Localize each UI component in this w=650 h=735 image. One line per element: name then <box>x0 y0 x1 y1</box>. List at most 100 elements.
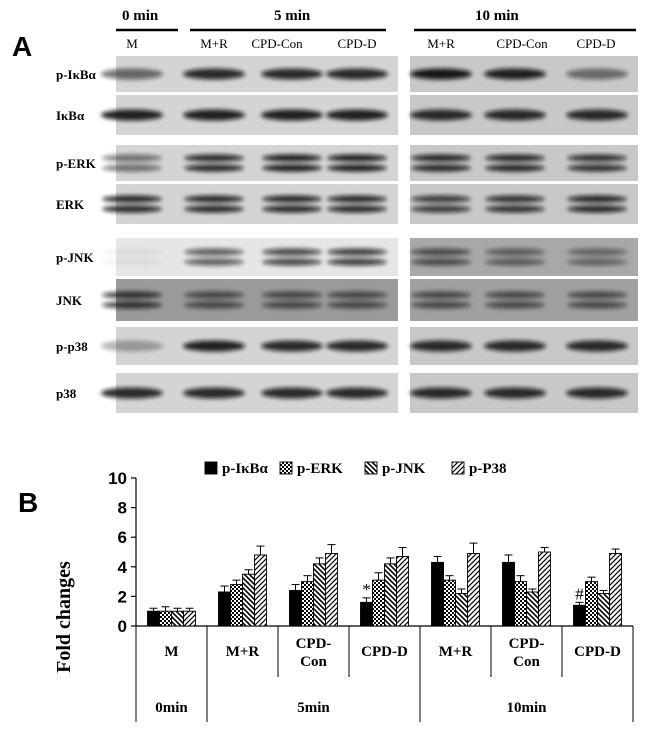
bar <box>360 601 373 627</box>
blot-band <box>327 154 387 162</box>
bar <box>384 563 397 627</box>
y-tick-label: 4 <box>118 558 128 577</box>
western-blots: p-IκBα IκBα p-ERK ERK p-JNK JNK p-p38 p38 <box>56 56 638 413</box>
bar <box>242 573 255 627</box>
blot-membrane <box>410 145 638 181</box>
lane-label: CPD-D <box>337 36 376 51</box>
blot-band <box>262 195 322 203</box>
blot-band <box>327 301 387 309</box>
x-tick-label: CPD-Con <box>509 636 545 670</box>
lane-label: M+R <box>427 36 455 51</box>
y-axis-title: Fold changes <box>53 561 75 673</box>
blot-band <box>566 387 628 399</box>
bar <box>609 553 622 627</box>
bar <box>455 592 468 627</box>
blot-row: p38 <box>56 373 638 413</box>
bar <box>502 561 515 627</box>
blot-band <box>102 195 162 203</box>
blot-band <box>411 248 471 256</box>
blot-row: IκBα <box>56 95 638 135</box>
blot-row-label: p-JNK <box>56 250 94 265</box>
blot-band <box>411 301 471 309</box>
blot-band <box>184 164 244 172</box>
blot-band <box>101 387 163 399</box>
legend-swatch <box>451 461 465 475</box>
bar <box>147 610 160 627</box>
bar <box>396 555 409 627</box>
blot-membrane <box>410 238 638 276</box>
panel-a-label: A <box>12 31 32 62</box>
blot-band <box>484 68 546 80</box>
y-tick-label: 6 <box>118 528 127 547</box>
time-header-10min: 10 min <box>475 8 519 24</box>
blot-band <box>485 248 545 256</box>
group-label: 10min <box>506 700 547 716</box>
legend-swatch <box>279 461 293 475</box>
blot-band <box>184 301 244 309</box>
blot-band <box>262 205 322 213</box>
blot-band <box>410 340 472 352</box>
lane-label: CPD-Con <box>251 36 303 51</box>
x-tick-label: CPD-D <box>574 644 621 660</box>
blot-band <box>410 387 472 399</box>
panel-b-label: B <box>18 487 38 518</box>
blot-band <box>410 68 472 80</box>
blot-row-label: p-IκBα <box>56 67 97 82</box>
blot-membrane <box>116 145 398 181</box>
legend-label: p-ERK <box>297 461 343 477</box>
blot-row-label: p38 <box>56 386 77 401</box>
x-tick-label: CPD-D <box>361 644 408 660</box>
blot-band <box>102 154 162 162</box>
blot-row: ERK <box>56 184 638 224</box>
blot-band <box>183 340 245 352</box>
blot-band <box>567 154 627 162</box>
blot-band <box>184 248 244 256</box>
y-tick-label: 8 <box>118 499 127 518</box>
blot-band <box>184 291 244 299</box>
blot-band <box>411 195 471 203</box>
legend-item: p-P38 <box>451 461 507 477</box>
blot-band <box>485 258 545 266</box>
bar <box>254 554 267 627</box>
blot-band <box>484 387 546 399</box>
blot-band <box>327 258 387 266</box>
bar <box>183 610 196 627</box>
blot-band <box>262 258 322 266</box>
blot-membrane <box>116 184 398 224</box>
blot-band <box>567 248 627 256</box>
bar <box>289 590 302 627</box>
fold-change-chart: 0 2 4 6 8 10 Fold changes 0min 5min 10min M M+R CPD-… <box>53 461 634 722</box>
blot-band <box>102 301 162 309</box>
blot-band <box>411 154 471 162</box>
blot-membrane <box>116 279 398 321</box>
time-header-0min: 0 min <box>122 8 159 24</box>
bar <box>526 591 539 627</box>
blot-band <box>566 68 628 80</box>
blot-row-label: ERK <box>56 197 85 212</box>
y-tick-label: 10 <box>108 469 127 488</box>
bar <box>443 579 456 627</box>
blot-membrane <box>116 238 398 276</box>
blot-band <box>327 164 387 172</box>
blot-band <box>262 291 322 299</box>
blot-row-label: IκBα <box>56 108 85 123</box>
blot-row-label: JNK <box>56 293 83 308</box>
bar <box>597 592 610 627</box>
blot-band <box>410 109 472 121</box>
blot-band <box>184 205 244 213</box>
lane-label: M+R <box>200 36 228 51</box>
time-header-5min: 5 min <box>274 8 311 24</box>
blot-band <box>485 301 545 309</box>
legend-label: p-JNK <box>382 461 426 477</box>
blot-band <box>567 258 627 266</box>
blot-row: p-ERK <box>56 145 638 181</box>
group-label: 5min <box>297 700 330 716</box>
bar <box>230 584 243 627</box>
bar <box>585 581 598 627</box>
blot-band <box>485 291 545 299</box>
blot-band <box>567 164 627 172</box>
blot-band <box>326 68 388 80</box>
blot-band <box>485 164 545 172</box>
bar <box>171 610 184 627</box>
x-tick-label: M+R <box>439 644 473 660</box>
